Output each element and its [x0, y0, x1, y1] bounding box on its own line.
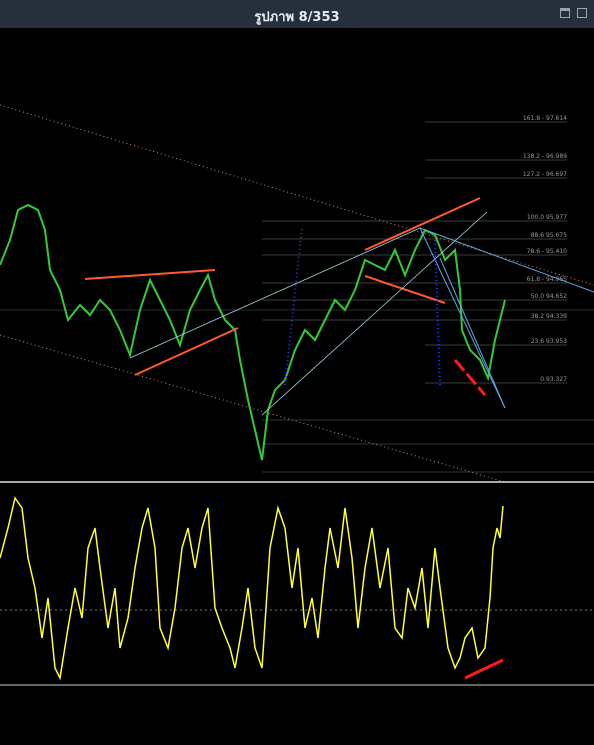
- fib-label: 78.6 - 95.410: [527, 248, 568, 255]
- maximize-button[interactable]: [560, 8, 570, 18]
- fib-label: 100.0 95.977: [527, 214, 567, 221]
- channel-line: [0, 334, 506, 483]
- divergence-line: [464, 658, 504, 680]
- fib-label: 138.2 - 96.989: [523, 153, 567, 160]
- fib-label: 0 93.327: [540, 376, 567, 383]
- trend-line: [419, 227, 594, 293]
- trend-line: [364, 197, 481, 251]
- channel-line: [0, 104, 594, 286]
- trend-line: [84, 269, 216, 280]
- price-line: [0, 203, 506, 461]
- fan-line: [284, 227, 303, 386]
- trend-line: [261, 211, 488, 416]
- fib-group: 161.8 - 97.614 138.2 - 96.989 127.2 - 96.6…: [262, 115, 568, 384]
- trend-line: [439, 257, 506, 409]
- title-bar: รูปภาพ 8/353: [0, 0, 594, 28]
- fib-label: 127.2 - 96.697: [523, 171, 567, 178]
- trend-line: [134, 327, 239, 376]
- oscillator-line: [0, 496, 504, 681]
- fib-label: 38.2 94.339: [531, 313, 567, 320]
- trend-line: [419, 227, 506, 409]
- fan-line: [434, 239, 441, 386]
- fib-label: 50.0 94.652: [531, 293, 567, 300]
- chart-image: 161.8 - 97.614 138.2 - 96.989 127.2 - 96.6…: [0, 104, 594, 686]
- fib-label: 88.6 95.675: [531, 232, 567, 239]
- trend-line: [129, 227, 421, 359]
- fib-label: 61.8 - 94.965: [527, 276, 568, 283]
- divergence-line: [453, 359, 487, 396]
- window-title: รูปภาพ 8/353: [254, 10, 340, 25]
- trend-line: [364, 275, 446, 304]
- fib-label: 161.8 - 97.614: [523, 115, 567, 122]
- close-button[interactable]: [577, 8, 587, 18]
- fib-label: 23.6 93.953: [531, 338, 567, 345]
